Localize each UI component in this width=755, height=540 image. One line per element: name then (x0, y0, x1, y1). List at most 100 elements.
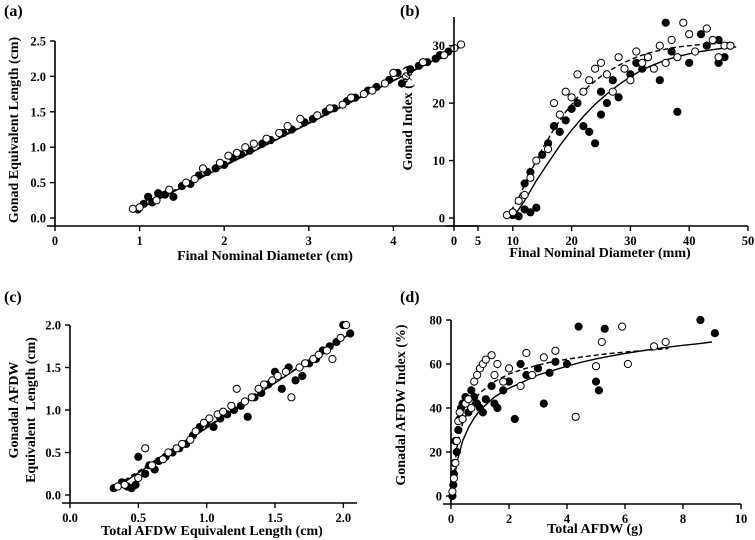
open-point (113, 482, 122, 491)
open-point (165, 185, 174, 194)
x-tick-label: 10 (507, 234, 520, 248)
open-point (685, 30, 694, 39)
filled-point (696, 315, 705, 325)
open-point (608, 87, 617, 96)
open-point (452, 436, 461, 446)
open-point (219, 407, 228, 416)
open-point (579, 87, 588, 96)
open-point (309, 354, 318, 364)
y-tick-label: 0 (439, 212, 445, 226)
y-tick-label: 40 (430, 402, 443, 416)
filled-point (667, 47, 676, 56)
filled-point (594, 386, 604, 395)
open-point (661, 337, 670, 347)
open-point (451, 458, 460, 468)
y-axis-label: Gonadal AFDW (7, 362, 22, 459)
filled-point (510, 414, 519, 424)
filled-point (545, 368, 554, 377)
open-point (301, 359, 310, 368)
open-point (247, 393, 256, 402)
filled-point (169, 192, 178, 201)
open-point (141, 444, 150, 453)
open-point (338, 100, 347, 109)
open-point (262, 134, 271, 143)
open-point (632, 47, 641, 56)
filled-point (614, 93, 623, 102)
filled-point (596, 110, 606, 119)
open-point (449, 474, 458, 483)
x-tick-label: 0 (451, 234, 457, 248)
filled-point (406, 65, 415, 74)
open-point (591, 64, 600, 73)
y-tick-label: 20 (433, 97, 446, 111)
filled-point (574, 322, 583, 331)
filled-point (452, 447, 461, 457)
y-tick-label: 0.0 (45, 489, 61, 503)
open-point (322, 346, 331, 355)
open-point (539, 353, 548, 362)
open-point (591, 362, 601, 371)
open-point (490, 370, 499, 380)
open-point (493, 359, 502, 369)
filled-point (555, 127, 564, 136)
open-point (620, 64, 629, 73)
filled-point (602, 99, 612, 108)
x-axis-label: Total AFDW (g) (547, 522, 643, 537)
open-point (655, 41, 664, 50)
filled-point (596, 87, 606, 96)
filled-point (487, 381, 496, 391)
x-tick-label: 50 (742, 234, 755, 248)
open-point (520, 190, 529, 200)
filled-point (591, 377, 601, 386)
filled-point (549, 122, 559, 131)
filled-point (499, 386, 508, 395)
open-point (499, 377, 508, 386)
open-point (172, 444, 181, 453)
x-tick-label: 0.5 (131, 511, 147, 525)
x-tick-label: 2.0 (336, 511, 352, 525)
filled-point (562, 359, 572, 369)
panel-label: (c) (4, 289, 22, 306)
open-point (597, 337, 606, 347)
open-point (464, 395, 473, 404)
open-point (691, 47, 700, 56)
y-tick-label: 80 (430, 314, 443, 328)
open-point (504, 364, 514, 373)
open-point (661, 58, 670, 68)
open-point (571, 412, 580, 421)
filled-point (346, 329, 355, 338)
y-tick-label: 0.5 (30, 176, 46, 190)
open-point (702, 24, 711, 33)
open-point (287, 393, 296, 402)
x-tick-label: 0 (52, 234, 58, 248)
filled-point (538, 150, 547, 159)
open-point (596, 58, 606, 68)
open-point (240, 397, 249, 406)
open-point (199, 418, 208, 427)
filled-point (243, 412, 252, 421)
fit-line-dashed (451, 347, 669, 490)
open-point (205, 414, 214, 423)
filled-point (141, 469, 150, 478)
open-point (120, 480, 129, 489)
filled-point (144, 192, 153, 201)
filled-point (685, 58, 694, 68)
open-point (128, 204, 137, 213)
open-point (626, 76, 635, 85)
filled-point (702, 41, 711, 50)
open-point (328, 354, 337, 364)
open-point (470, 377, 479, 386)
open-point (402, 72, 411, 81)
open-point (164, 448, 173, 457)
open-point (241, 143, 250, 152)
open-point (649, 64, 659, 73)
y-tick-label: 0.5 (45, 446, 61, 460)
filled-point (478, 408, 487, 417)
fit-line-solid (451, 341, 713, 492)
open-point (614, 53, 623, 62)
y-tick-label: 0.0 (30, 212, 46, 226)
y-tick-label: 1.5 (45, 361, 61, 375)
filled-point (567, 104, 576, 114)
panel-label: (d) (400, 289, 420, 306)
x-tick-label: 1 (136, 234, 142, 248)
